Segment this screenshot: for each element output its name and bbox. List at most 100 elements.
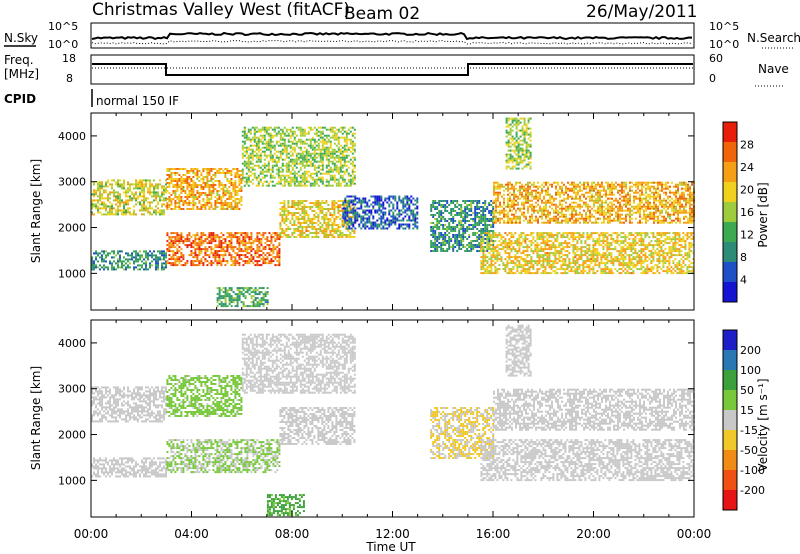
- colorbar-tick-label: 15: [740, 404, 754, 417]
- colorbar-swatch: [723, 162, 737, 183]
- x-tick-label: 20:00: [576, 527, 611, 541]
- nave-label: Nave: [758, 62, 789, 76]
- colorbar-swatch: [723, 202, 737, 223]
- colorbar-swatch: [723, 182, 737, 203]
- colorbar-tick-label: -15: [740, 424, 758, 437]
- colorbar-swatch: [723, 370, 737, 391]
- power-panel: 1000 2000 3000 4000 Slant Range [km]: [29, 112, 695, 311]
- echo-region: [505, 117, 532, 170]
- echo-region: [216, 287, 269, 308]
- colorbar-swatch: [723, 242, 737, 263]
- colorbar-swatch: [723, 410, 737, 431]
- echo-region: [241, 333, 356, 394]
- colorbar-tick-label: 20: [740, 184, 754, 197]
- cpid-label: CPID: [4, 92, 36, 106]
- echo-region: [166, 439, 281, 474]
- nsearch-tick-low: 10^0: [709, 38, 739, 51]
- colorbar-tick-label: 4: [740, 274, 747, 287]
- nsky-trace: [91, 31, 693, 41]
- nsearch-tick-high: 10^5: [709, 20, 739, 33]
- echo-region: [266, 494, 305, 517]
- freq-label: Freq.: [4, 53, 34, 67]
- cpid-value: normal 150 IF: [96, 94, 179, 108]
- colorbar-tick-label: 50: [740, 384, 754, 397]
- colorbar-swatch: [723, 430, 737, 451]
- y-tick-label: 3000: [58, 383, 86, 396]
- echo-region: [480, 439, 695, 482]
- colorbar-swatch: [723, 450, 737, 471]
- colorbar-tick-label: 8: [740, 251, 747, 264]
- power-colorbar-label: Power [dB]: [756, 182, 770, 247]
- velocity-panel: 1000 2000 3000 4000 00:00 04:00 08:00 12:00 16:0…: [29, 319, 711, 554]
- echo-region: [430, 200, 495, 252]
- velocity-colorbar: 200 100 50 15 -15 -50 -100 -200: [722, 329, 765, 511]
- power-colorbar: 4 8 12 16 20 24 28: [722, 121, 754, 303]
- x-tick-label: 00:00: [677, 527, 712, 541]
- x-tick-label: 08:00: [275, 527, 310, 541]
- y-tick-label: 2000: [58, 429, 86, 442]
- colorbar-swatch: [723, 222, 737, 243]
- y-tick-label: 1000: [58, 267, 86, 280]
- y-tick-label: 2000: [58, 222, 86, 235]
- colorbar-swatch: [723, 282, 737, 303]
- echo-region: [166, 375, 243, 417]
- velocity-y-axis-label: Slant Range [km]: [29, 366, 43, 470]
- echo-region: [166, 232, 281, 267]
- echo-region: [493, 181, 695, 224]
- nave-tick-low: 0: [709, 72, 716, 85]
- nsearch-trace: [91, 39, 693, 45]
- nsky-label: N.Sky: [4, 31, 38, 45]
- colorbar-tick-label: 16: [740, 206, 754, 219]
- colorbar-tick-label: 100: [740, 364, 761, 377]
- nsky-panel: N.Sky 10^5 10^0 10^5 10^0 N.Search: [4, 20, 800, 51]
- echo-region: [91, 179, 167, 216]
- echo-region: [279, 407, 356, 445]
- colorbar-tick-label: 24: [740, 161, 754, 174]
- nave-tick-high: 60: [709, 52, 723, 65]
- freq-unit-label: [MHz]: [4, 67, 39, 81]
- power-axis: 1000 2000 3000 4000: [58, 113, 695, 310]
- colorbar-swatch: [723, 142, 737, 163]
- x-tick-label: 16:00: [476, 527, 511, 541]
- echo-region: [91, 386, 167, 423]
- echo-region: [430, 407, 495, 459]
- frequency-panel: Freq. [MHz] 18 8 60 0 Nave: [4, 52, 789, 87]
- colorbar-tick-label: 28: [740, 139, 754, 152]
- velocity-echoes: [91, 324, 695, 517]
- time-axis-label: Time UT: [365, 540, 416, 554]
- echo-region: [241, 126, 356, 187]
- colorbar-swatch: [723, 470, 737, 491]
- colorbar-tick-label: -200: [740, 484, 765, 497]
- colorbar-tick-label: 12: [740, 229, 754, 242]
- colorbar-tick-label: -50: [740, 444, 758, 457]
- echo-region: [91, 250, 167, 271]
- date-label: 26/May/2011: [586, 2, 698, 22]
- nsky-tick-low: 10^0: [48, 38, 78, 51]
- colorbar-tick-label: -100: [740, 464, 765, 477]
- power-y-axis-label: Slant Range [km]: [29, 159, 43, 263]
- freq-tick-low: 8: [66, 72, 73, 85]
- y-tick-label: 4000: [58, 337, 86, 350]
- beam-label: Beam 02: [344, 4, 420, 24]
- y-tick-label: 4000: [58, 130, 86, 143]
- colorbar-swatch: [723, 330, 737, 351]
- echo-region: [505, 324, 532, 377]
- colorbar-swatch: [723, 350, 737, 371]
- freq-tick-high: 18: [62, 52, 76, 65]
- echo-region: [480, 232, 695, 275]
- x-tick-label: 12:00: [375, 527, 410, 541]
- nsky-tick-high: 10^5: [48, 20, 78, 33]
- colorbar-tick-label: 200: [740, 344, 761, 357]
- echo-region: [91, 457, 167, 478]
- echo-region: [493, 388, 695, 431]
- power-echoes: [91, 117, 695, 308]
- frequency-trace: [92, 63, 693, 76]
- velocity-axis: 1000 2000 3000 4000 00:00 04:00 08:00 12:00 16:0…: [58, 320, 711, 541]
- y-tick-label: 3000: [58, 176, 86, 189]
- colorbar-swatch: [723, 490, 737, 511]
- y-tick-label: 1000: [58, 474, 86, 487]
- x-tick-label: 04:00: [174, 527, 209, 541]
- nsearch-label: N.Search: [747, 31, 800, 45]
- velocity-colorbar-label: Velocity [m s⁻¹]: [756, 378, 770, 471]
